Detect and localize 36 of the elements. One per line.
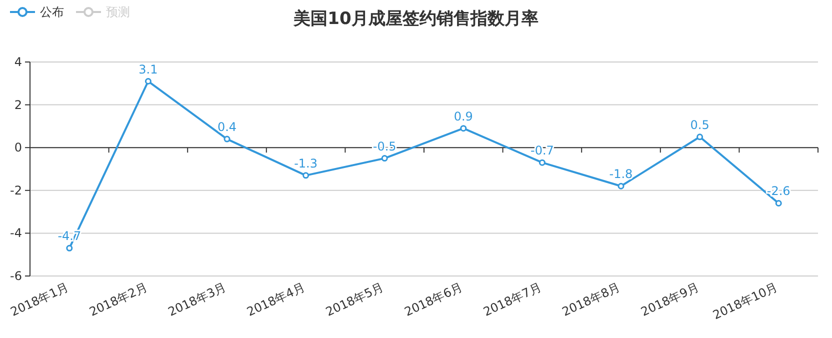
point: [775, 200, 782, 206]
data-label: 3.1: [138, 62, 158, 76]
y-tick-label: -2: [10, 183, 22, 198]
x-tick-label: 2018年1月: [8, 280, 71, 319]
y-tick-label: 4: [14, 55, 22, 69]
x-tick-label: 2018年7月: [481, 280, 544, 319]
legend-label: 公布: [40, 5, 64, 19]
y-tick-label: -4: [10, 226, 22, 240]
x-tick-label: 2018年5月: [324, 280, 386, 319]
point: [224, 136, 230, 142]
y-tick-label: -6: [10, 269, 22, 283]
point: [144, 78, 152, 85]
x-tick-label: 2018年6月: [402, 280, 465, 319]
x-tick-label: 2018年2月: [87, 280, 150, 319]
point: [302, 172, 310, 179]
data-label: -2.6: [766, 184, 790, 198]
point: [381, 155, 388, 162]
x-tick-label: 2018年9月: [638, 280, 702, 319]
data-label: 0.9: [454, 109, 473, 124]
data-label: 0.4: [217, 120, 237, 134]
y-tick-label: 2: [14, 98, 22, 112]
data-label: 0.5: [690, 118, 710, 132]
x-tick-label: 2018年3月: [166, 280, 228, 319]
chart-title: 美国10月成屋签约销售指数月率: [292, 9, 538, 29]
data-label: -0.7: [530, 144, 554, 158]
point: [460, 125, 467, 132]
point: [66, 244, 73, 252]
x-tick-label: 2018年10月: [710, 280, 780, 322]
x-tick-label: 2018年4月: [244, 280, 308, 319]
point: [538, 159, 546, 166]
y-tick-label: 0: [14, 140, 22, 155]
point: [618, 182, 624, 190]
x-tick-label: 2018年8月: [560, 280, 622, 319]
data-label: -1.3: [294, 156, 318, 170]
point: [696, 134, 704, 140]
data-label: -1.8: [609, 167, 633, 182]
